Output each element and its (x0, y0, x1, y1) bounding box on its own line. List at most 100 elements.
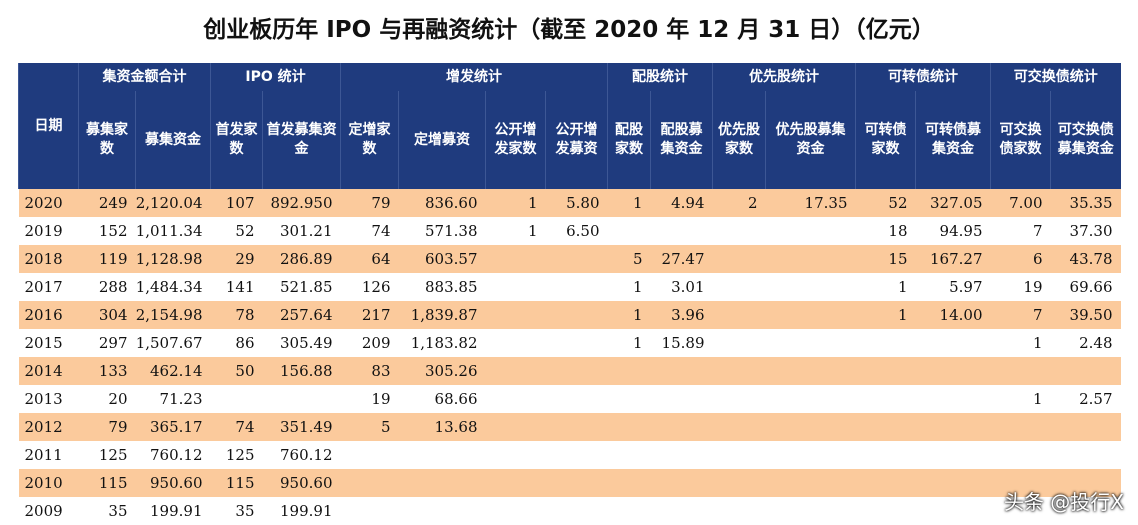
table-cell (766, 273, 856, 301)
table-cell (855, 357, 916, 385)
group-header-row: 日期 集资金额合计 IPO 统计 增发统计 配股统计 优先股统计 可转债统计 可交换债统计 (18, 63, 1121, 189)
table-cell: 13.68 (398, 413, 486, 441)
table-cell: 35 (108, 502, 128, 520)
table-cell: 883.85 (425, 278, 478, 296)
column-header: 定增家数 (340, 91, 399, 189)
table-cell (607, 413, 651, 441)
table-cell: 152 (98, 222, 128, 240)
table-cell (651, 385, 713, 413)
table-cell: 1 (607, 189, 651, 217)
table-cell: 1,484.34 (135, 278, 203, 296)
table-cell: 18 (888, 222, 908, 240)
table-cell (916, 497, 991, 525)
table-cell: 86 (235, 334, 255, 352)
table-cell (263, 385, 341, 413)
table-cell (546, 441, 608, 469)
table-cell: 7.00 (990, 189, 1051, 217)
table-cell (712, 245, 766, 273)
table-cell (545, 301, 608, 329)
table-cell (546, 385, 608, 413)
table-cell: 115 (210, 469, 263, 497)
table-cell (712, 469, 766, 497)
ipo-table: 日期 集资金额合计 IPO 统计 增发统计 配股统计 优先股统计 可转债统计 可交换债统计 募集… (18, 63, 1121, 525)
table-cell (766, 217, 856, 245)
table-cell (608, 217, 651, 245)
table-cell (712, 413, 766, 441)
table-cell (650, 469, 713, 497)
table-cell: 1 (1032, 334, 1043, 352)
table-cell (990, 469, 1051, 497)
table-row: 2012 79 365.17 74 351.49 5 13.68 (18, 413, 1121, 441)
table-cell: 133 (78, 357, 136, 385)
table-cell: 2020 (18, 189, 79, 217)
table-cell: 2 (712, 189, 766, 217)
table-cell: 351.49 (262, 413, 341, 441)
table-cell: 199.91 (280, 502, 333, 520)
table-cell: 15 (855, 245, 916, 273)
table-cell: 141 (225, 278, 255, 296)
table-row: 2020 249 2,120.04 107 892.950 79 836.60 1 5.80 1 4… (18, 189, 1121, 217)
table-cell: 950.60 (262, 469, 341, 497)
table-cell (713, 273, 766, 301)
column-header: 配股募集资金 (650, 91, 713, 189)
table-cell (607, 469, 651, 497)
table-row: 2014 133 462.14 50 156.88 83 305.26 (18, 357, 1121, 385)
table-cell: 327.05 (915, 189, 991, 217)
table-cell (485, 301, 546, 329)
table-cell: 950.60 (135, 469, 211, 497)
table-cell (991, 441, 1051, 469)
table-cell: 892.950 (262, 189, 341, 217)
table-cell (485, 245, 546, 273)
table-cell: 14.00 (915, 301, 991, 329)
table-cell: 199.91 (150, 502, 203, 520)
table-cell (608, 441, 651, 469)
table-row: 2011 125 760.12 125 760.12 (19, 441, 1121, 469)
table-cell: 288 (98, 278, 128, 296)
table-cell (990, 413, 1051, 441)
table-cell: 79 (340, 189, 399, 217)
table-cell (712, 301, 766, 329)
table-cell: 6 (990, 245, 1051, 273)
table-cell: 35.35 (1050, 189, 1121, 217)
column-header: 公开增发募资 (545, 91, 608, 189)
watermark: 头条 @投行X (1003, 490, 1124, 514)
table-cell (485, 469, 546, 497)
table-cell (713, 329, 766, 357)
table-cell: 15.89 (661, 334, 705, 352)
table-cell: 125 (98, 446, 128, 464)
table-cell (766, 329, 856, 357)
table-cell (651, 217, 713, 245)
table-cell: 156.88 (262, 357, 341, 385)
table-cell: 3.01 (671, 278, 705, 296)
table-cell: 5.80 (545, 189, 608, 217)
table-cell: 83 (340, 357, 399, 385)
column-header-row: 募集家数 募集资金 首发家数 首发募集资金 定增家数 定增募资 公开增发家数 公开增发募资 配股… (19, 91, 1121, 189)
table-cell: 5 (607, 245, 651, 273)
table-cell: 2019 (24, 222, 63, 240)
table-cell: 35 (235, 502, 255, 520)
table-cell (650, 413, 713, 441)
table-cell: 119 (78, 245, 136, 273)
table-cell: 19 (371, 390, 391, 408)
table-cell: 1,507.67 (135, 334, 203, 352)
table-cell: 94.95 (939, 222, 983, 240)
group-header: IPO 统计 (210, 63, 341, 91)
table-cell: 6.50 (566, 222, 600, 240)
table-cell: 4.94 (650, 189, 713, 217)
table-row: 2017 288 1,484.34 141 521.85 126 883.85 1 3.01 1 5… (19, 273, 1121, 301)
table-cell (211, 385, 263, 413)
group-header: 可交换债统计 (990, 63, 1121, 91)
table-cell (855, 413, 916, 441)
column-header: 募集资金 (135, 91, 211, 189)
table-cell (915, 469, 991, 497)
table-cell (916, 385, 991, 413)
table-cell: 1,011.34 (135, 222, 203, 240)
column-header: 可交换债募集资金 (1050, 91, 1121, 189)
column-header: 可转债募集资金 (915, 91, 991, 189)
table-cell: 365.17 (135, 413, 211, 441)
table-cell: 760.12 (280, 446, 333, 464)
column-header: 可交换债家数 (990, 91, 1051, 189)
table-cell (608, 497, 651, 525)
table-cell: 217 (340, 301, 399, 329)
table-cell: 52 (855, 189, 916, 217)
